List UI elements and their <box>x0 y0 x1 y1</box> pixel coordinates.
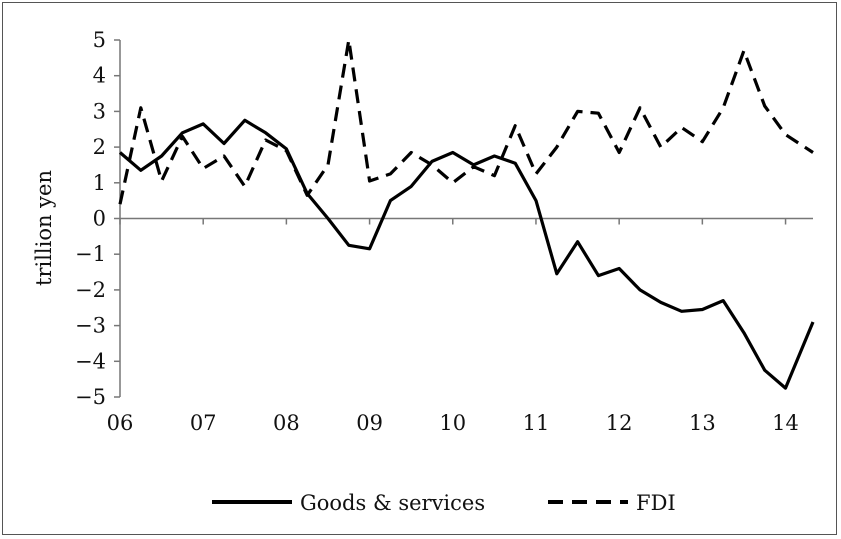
legend-label-fdi: FDI <box>636 491 676 515</box>
y-tick-label: 5 <box>93 28 106 52</box>
series-layer <box>118 38 815 390</box>
y-tick-label: 0 <box>93 207 106 231</box>
x-tick-label: 06 <box>107 411 134 435</box>
x-tick-label: 12 <box>606 411 633 435</box>
legend-label-goods-services: Goods & services <box>300 491 485 515</box>
y-tick-label: −2 <box>75 278 106 302</box>
y-tick-label: 1 <box>93 171 106 195</box>
series-line-goods-services <box>118 118 815 390</box>
x-tick-label: 08 <box>273 411 300 435</box>
y-tick-label: 2 <box>93 135 106 159</box>
legend: Goods & services FDI <box>212 491 676 515</box>
x-tick-label: 10 <box>439 411 466 435</box>
y-tick-label: −5 <box>75 385 106 409</box>
x-tick-label: 09 <box>356 411 383 435</box>
y-tick-label: 4 <box>93 64 106 88</box>
x-tick-label: 07 <box>190 411 217 435</box>
x-tick-label: 11 <box>523 411 550 435</box>
y-axis-title: trillion yen <box>32 170 56 286</box>
x-tick-label: 14 <box>772 411 799 435</box>
y-tick-label: −3 <box>75 314 106 338</box>
y-tick-label: −4 <box>75 349 106 373</box>
x-tick-label: 13 <box>689 411 716 435</box>
y-tick-label: 3 <box>93 99 106 123</box>
series-line-fdi <box>118 38 814 205</box>
y-tick-label: −1 <box>75 242 106 266</box>
